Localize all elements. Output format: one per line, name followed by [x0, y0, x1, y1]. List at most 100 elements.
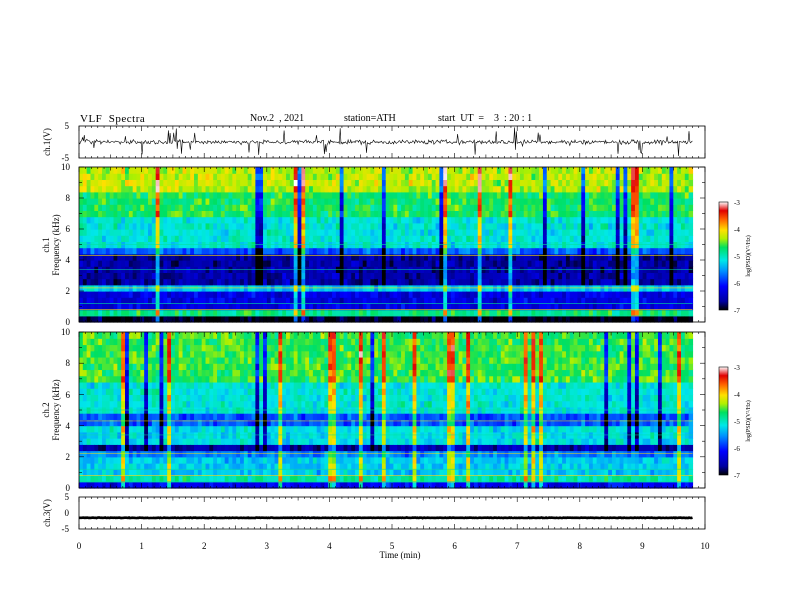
- ch1-spec-cell-3309: [585, 260, 590, 267]
- ch1-spec-cell-2947: [527, 179, 533, 187]
- ch1-spec-cell-3507: [615, 272, 621, 280]
- ch1-spec-cell-1725: [343, 315, 348, 323]
- ch1-spec-cell-69: [86, 198, 92, 205]
- ch1-spec-cell-2966: [531, 216, 536, 224]
- ch1-spec-cell-1124: [247, 167, 253, 174]
- ch1-spec-cell-2823: [508, 173, 513, 180]
- ch1-spec-cell-1959: [378, 260, 383, 267]
- ch1-spec-cell-2748: [496, 173, 502, 180]
- ch1-spec-cell-2616: [477, 216, 483, 224]
- ch1-spec-cell-560: [163, 253, 168, 261]
- ch1-spec-cell-3116: [554, 216, 559, 224]
- ch1-spec-cell-2660: [485, 253, 490, 261]
- ch2-spec-cell-243: [113, 369, 118, 377]
- ch1-spec-cell-2370: [439, 191, 444, 199]
- ch1-spec-cell-2404: [447, 291, 452, 298]
- ch1-spec-cell-3493: [611, 204, 617, 211]
- ch1-spec-cell-3286: [581, 247, 586, 255]
- ch1-spec-cell-1965: [378, 222, 383, 230]
- ch1-spec-cell-2753: [500, 297, 506, 304]
- ch1-spec-cell-810: [201, 253, 207, 261]
- ch1-spec-cell-1209: [263, 260, 268, 267]
- ch1-spec-cell-1910: [370, 253, 375, 261]
- ch2-spec-cell-407: [140, 438, 145, 445]
- ch1-spec-cell-477: [151, 303, 157, 311]
- ch1-spec-cell-1249: [266, 167, 272, 174]
- ch1-cbar-tick-m3: -3: [734, 199, 740, 207]
- ch1-spec-cell-2391: [443, 216, 448, 224]
- ch1-spec-cell-1675: [335, 315, 341, 323]
- ch1-spec-cell-1853: [362, 297, 368, 304]
- ch1-spec-cell-1622: [324, 179, 329, 187]
- ch1-spec-cell-1179: [259, 291, 264, 298]
- ch1-spec-cell-57: [86, 272, 92, 280]
- ch1-spec-cell-2546: [466, 185, 471, 193]
- ch1-spec-cell-3015: [539, 222, 544, 230]
- ch1-spec-cell-1494: [305, 198, 310, 205]
- ch1-spec-cell-1621: [324, 185, 329, 193]
- ch1-spec-cell-2789: [504, 229, 510, 236]
- ch1-spec-cell-873: [209, 173, 214, 180]
- ch1-spec-cell-3922: [677, 179, 682, 187]
- ch1-spec-cell-513: [155, 235, 161, 242]
- ch1-spec-cell-1703: [339, 297, 345, 304]
- ch1-spec-cell-2766: [500, 216, 506, 224]
- ch1-spec-cell-3440: [604, 222, 609, 230]
- ch1-spec-cell-95: [90, 191, 95, 199]
- ch1-spec-cell-1440: [297, 222, 302, 230]
- ch1-spec-cell-2414: [447, 229, 452, 236]
- ch1-spec-cell-3318: [585, 204, 590, 211]
- ch1-spec-cell-182: [105, 272, 111, 280]
- ch1-spec-cell-744: [190, 198, 195, 205]
- ch1-spec-cell-1751: [347, 309, 352, 317]
- ch1-spec-cell-546: [159, 185, 164, 193]
- ch1-spec-cell-72: [86, 179, 92, 187]
- ch1-spec-cell-759: [194, 260, 199, 267]
- ch1-spec-cell-1599: [320, 167, 325, 174]
- ch1-spec-cell-1406: [293, 278, 299, 286]
- ch1-spec-cell-2189: [412, 229, 418, 236]
- ch1-spec-cell-711: [186, 247, 191, 255]
- ch1-spec-cell-1911: [370, 247, 375, 255]
- ch1-spec-cell-1120: [247, 191, 253, 199]
- ch1-spec-cell-3544: [619, 198, 625, 205]
- ch1-spec-cell-3404: [600, 291, 605, 298]
- ch1-spec-cell-2804: [508, 291, 513, 298]
- ch1-spec-cell-1566: [316, 216, 322, 224]
- ch1-spec-cell-2459: [454, 260, 460, 267]
- ch1-spec-cell-13: [79, 235, 84, 242]
- ch1-spec-cell-1795: [351, 191, 356, 199]
- ch1-spec-cell-1550: [316, 315, 322, 323]
- ch2-spec-cell-96: [90, 350, 95, 358]
- ch1-spec-cell-510: [155, 253, 161, 261]
- ch1-spec-cell-3897: [673, 179, 678, 187]
- ch2-spec-cell-365: [132, 388, 138, 395]
- ch1-spec-cell-616: [171, 216, 176, 224]
- ch2-spectrogram-panel: 0 2 4 6 8 10 ch.2 Frequency (kHz): [41, 327, 706, 493]
- ch2-spec-cell-516: [155, 381, 161, 389]
- ch1-spec-cell-647: [174, 179, 180, 187]
- ch1-spec-cell-3151: [562, 309, 567, 317]
- ch1-spec-cell-3164: [562, 229, 567, 236]
- ch1-spec-cell-1545: [312, 191, 318, 199]
- ch1-spec-cell-1152: [255, 303, 260, 311]
- ch2-spec-cell-40: [82, 388, 88, 395]
- ch2-spec-cell-276: [121, 475, 126, 483]
- ch1-spec-cell-678: [182, 297, 187, 304]
- ch1-spec-cell-697: [182, 179, 187, 187]
- ch2-spec-cell-343: [128, 369, 134, 377]
- ch2-spec-cell-526: [159, 475, 164, 483]
- ch1-spec-cell-43: [82, 204, 88, 211]
- ch1-spec-cell-3119: [554, 198, 559, 205]
- ch1-spec-cell-3940: [680, 222, 686, 230]
- ch1-spec-cell-3909: [677, 260, 682, 267]
- ch1-spec-cell-1981: [381, 278, 387, 286]
- ch1-spec-cell-3235: [573, 253, 579, 261]
- ch1-spec-cell-3667: [638, 210, 644, 218]
- ch1-spec-cell-3460: [608, 253, 613, 261]
- ch1-spec-cell-1952: [378, 303, 383, 311]
- ch1-spec-cell-1797: [351, 179, 356, 187]
- ch1-spec-cell-1741: [343, 216, 348, 224]
- ch1-spec-cell-1720: [339, 191, 345, 199]
- ch1-spec-cell-3723: [646, 173, 651, 180]
